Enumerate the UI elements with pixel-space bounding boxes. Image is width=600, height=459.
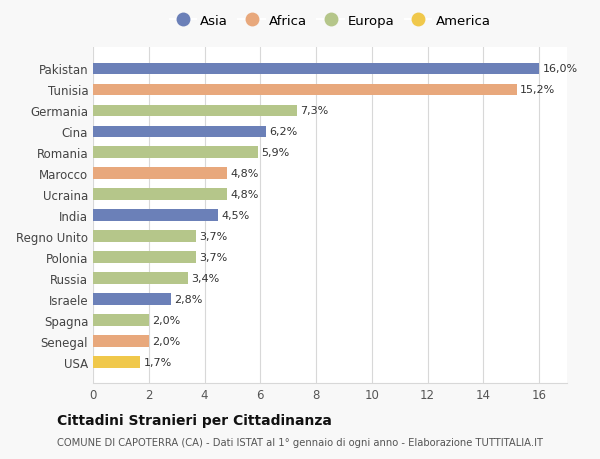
Bar <box>93 126 266 138</box>
Bar <box>93 273 188 284</box>
Bar <box>93 63 539 75</box>
Text: 2,0%: 2,0% <box>152 336 181 347</box>
Text: 3,4%: 3,4% <box>191 274 220 284</box>
Text: 5,9%: 5,9% <box>261 148 289 158</box>
Text: 16,0%: 16,0% <box>542 64 578 74</box>
Bar <box>93 357 140 368</box>
Bar <box>93 147 257 159</box>
Bar <box>93 315 149 326</box>
Text: 15,2%: 15,2% <box>520 85 556 95</box>
Text: Cittadini Stranieri per Cittadinanza: Cittadini Stranieri per Cittadinanza <box>57 414 332 428</box>
Text: 3,7%: 3,7% <box>200 252 228 263</box>
Bar <box>93 336 149 347</box>
Text: 2,8%: 2,8% <box>175 295 203 304</box>
Text: COMUNE DI CAPOTERRA (CA) - Dati ISTAT al 1° gennaio di ogni anno - Elaborazione : COMUNE DI CAPOTERRA (CA) - Dati ISTAT al… <box>57 437 543 447</box>
Legend: Asia, Africa, Europa, America: Asia, Africa, Europa, America <box>170 15 490 28</box>
Text: 4,8%: 4,8% <box>230 190 259 200</box>
Bar <box>93 189 227 201</box>
Text: 6,2%: 6,2% <box>269 127 298 137</box>
Text: 3,7%: 3,7% <box>200 232 228 241</box>
Bar <box>93 84 517 96</box>
Bar <box>93 252 196 263</box>
Text: 4,5%: 4,5% <box>222 211 250 221</box>
Text: 4,8%: 4,8% <box>230 169 259 179</box>
Bar <box>93 231 196 242</box>
Text: 7,3%: 7,3% <box>300 106 328 116</box>
Text: 1,7%: 1,7% <box>144 357 172 367</box>
Text: 2,0%: 2,0% <box>152 315 181 325</box>
Bar <box>93 105 296 117</box>
Bar <box>93 168 227 179</box>
Bar <box>93 294 171 305</box>
Bar <box>93 210 218 222</box>
